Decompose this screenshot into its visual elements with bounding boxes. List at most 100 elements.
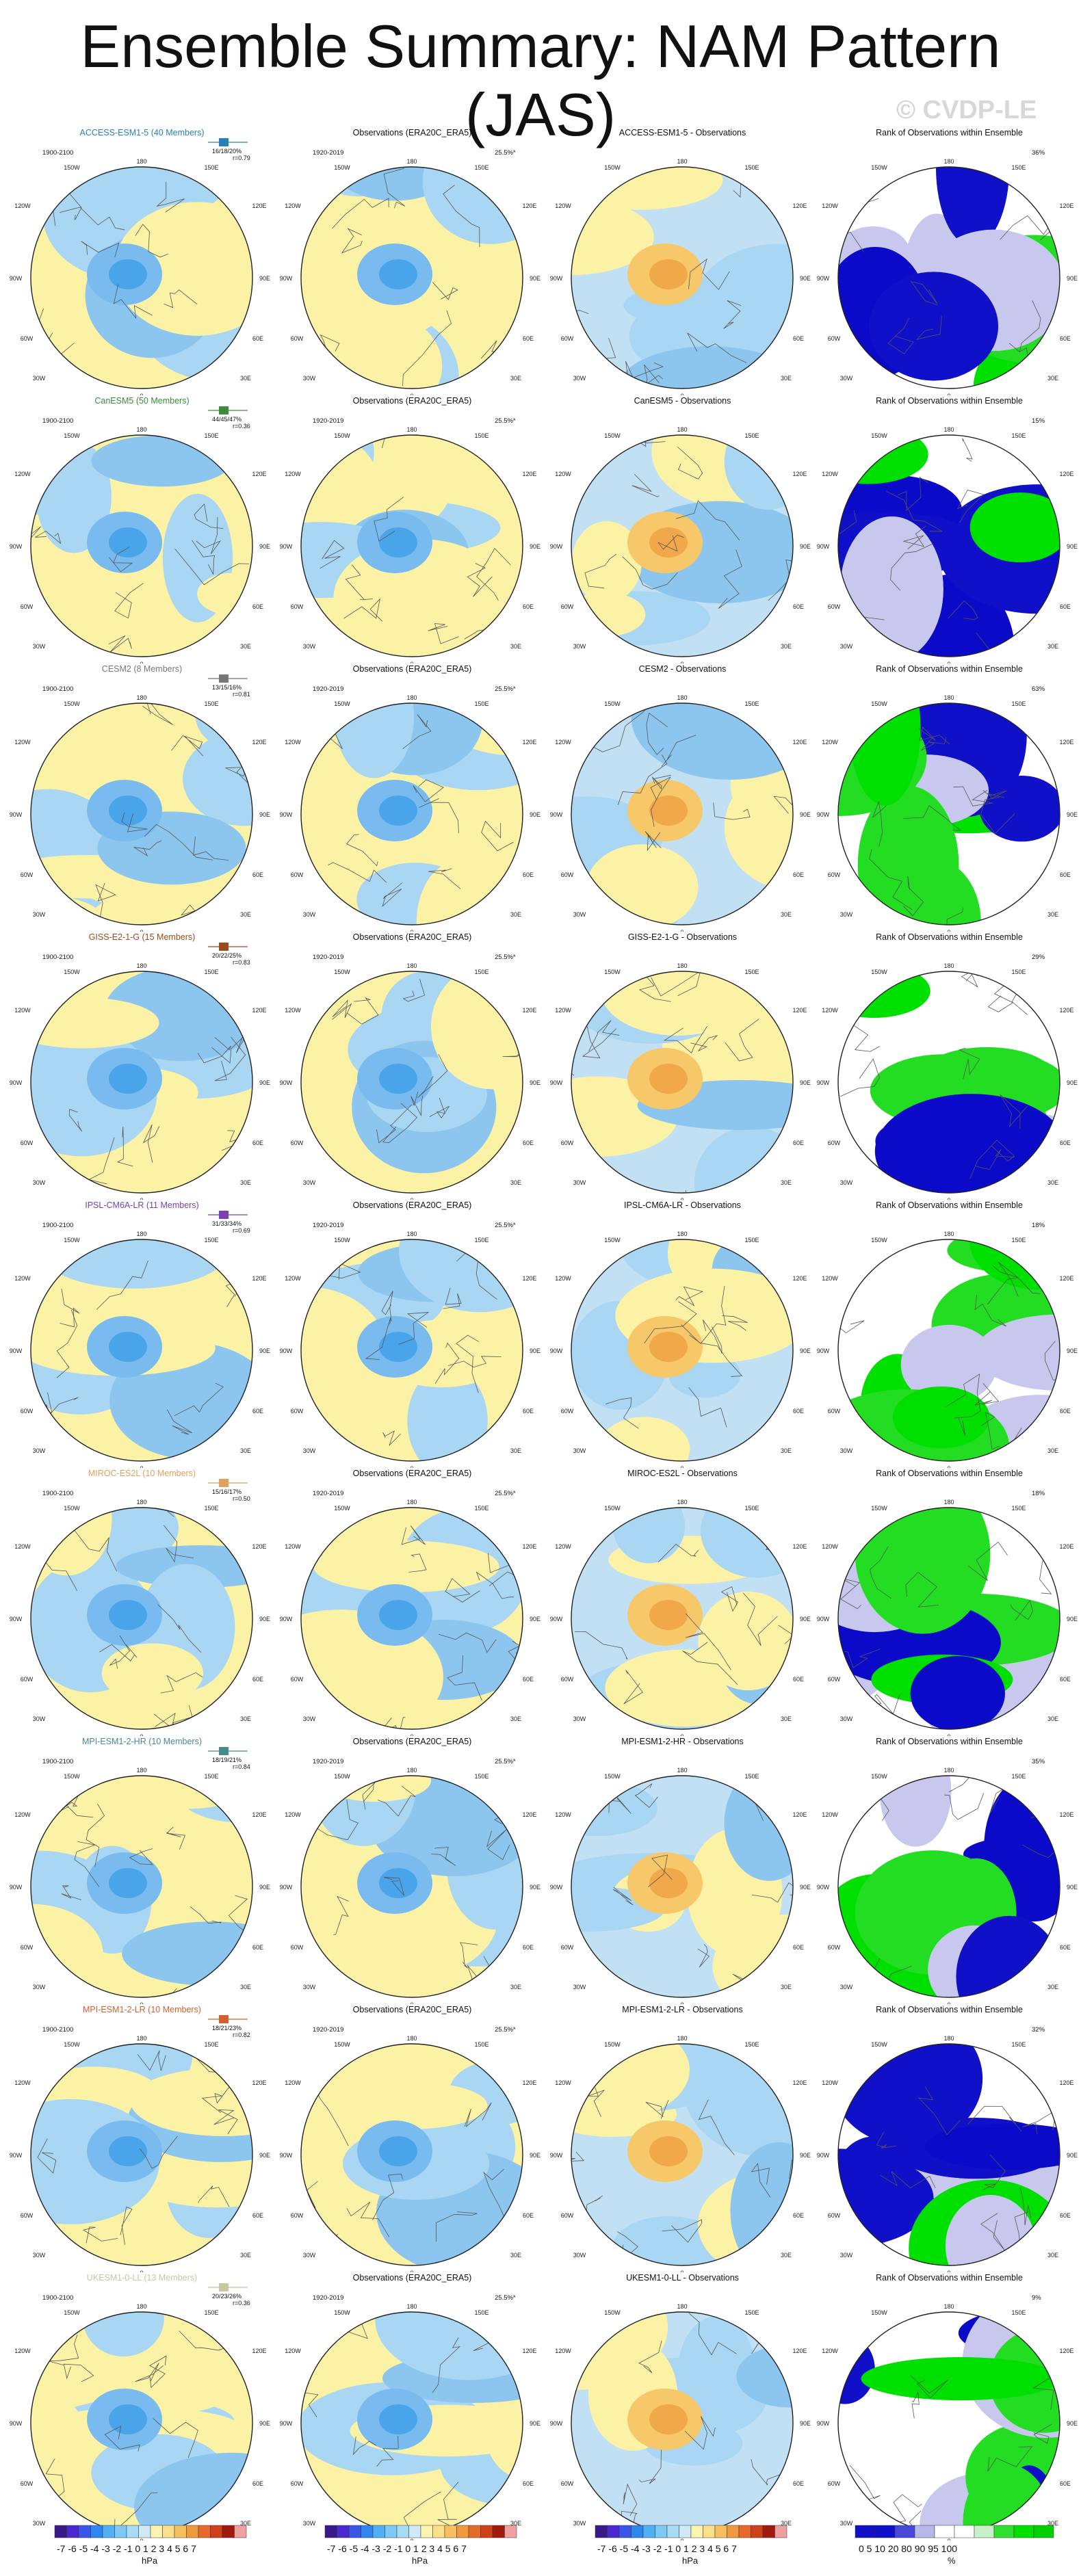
longitude-label: 30E — [240, 1984, 251, 1990]
center-anomaly-core — [379, 1332, 417, 1362]
coastline — [1044, 1341, 1060, 1402]
coastline — [31, 1418, 34, 1461]
coastline — [31, 519, 42, 551]
longitude-label: 120W — [822, 739, 838, 746]
coastline — [346, 834, 378, 867]
colorbar-swatch — [492, 2525, 505, 2538]
longitude-label: 30E — [510, 375, 521, 382]
watermark: © CVDP-LE — [896, 96, 1037, 124]
coastline — [987, 983, 1014, 1012]
longitude-label: 30E — [781, 1447, 792, 1454]
rank-percent: 36% — [1032, 149, 1045, 157]
coastline — [847, 1508, 874, 1544]
coastline — [312, 1799, 359, 1841]
minibox-plot — [208, 406, 248, 415]
coastline — [982, 790, 1007, 799]
panel-title: Rank of Observations within Ensemble — [876, 1469, 1023, 1478]
colorbar-swatch — [78, 2525, 91, 2538]
panel-title: Observations (ERA20C_ERA5) — [352, 2005, 472, 2014]
longitude-label: 150E — [744, 1773, 759, 1780]
coastline — [1033, 2423, 1052, 2444]
coastline — [687, 332, 747, 363]
longitude-label: 0 — [680, 2270, 683, 2272]
colorbar-swatch — [138, 2525, 151, 2538]
polar-map: 180 0 120W 120E 90W 90E 30W 30E 150W 150E 60W 60E — [10, 1499, 270, 1736]
coastline — [438, 1632, 497, 1653]
polar-map: 180 0 120W 120E 90W 90E 30W 30E 150W 150E 60W 60E — [550, 1767, 811, 2004]
longitude-label: 120E — [1059, 1275, 1073, 1282]
coastline — [890, 543, 933, 591]
colorbar-swatch — [666, 2525, 679, 2538]
colorbar-swatch — [642, 2525, 655, 2538]
longitude-label: 60E — [252, 1140, 263, 1146]
longitude-label: 150W — [871, 432, 887, 439]
longitude-label: 120W — [822, 2348, 838, 2354]
panel-title: Observations (ERA20C_ERA5) — [352, 2273, 472, 2283]
explained-variance: 25.5%* — [495, 1490, 516, 1497]
coastline — [1024, 1988, 1058, 1997]
rank-panel: 180 0 120W 120E 90W 90E 30W 30E 150W 150E 60W 60E Ra… — [814, 2004, 1081, 2272]
coastline — [196, 517, 222, 555]
longitude-label: 120W — [555, 1275, 571, 1282]
longitude-label: 90E — [800, 1616, 811, 1622]
map-boundary — [837, 971, 1060, 1194]
coastline — [86, 1803, 105, 1867]
longitude-label: 30E — [510, 911, 521, 918]
longitude-label: 30E — [781, 1716, 792, 1722]
map-boundary — [30, 434, 253, 657]
longitude-label: 60W — [561, 871, 574, 878]
field-region — [601, 971, 755, 1036]
coastline — [211, 1032, 248, 1064]
coastline — [1010, 1599, 1034, 1621]
longitude-label: 30E — [240, 1447, 251, 1454]
coastline — [142, 1124, 160, 1163]
longitude-label: 30W — [840, 643, 853, 650]
longitude-label: 30W — [33, 2520, 46, 2527]
coastline — [381, 1291, 393, 1322]
polar-map: 180 0 120W 120E 90W 90E 30W 30E 150W 150E 60W 60E — [10, 2303, 270, 2540]
coastline — [346, 2201, 390, 2237]
coastline — [502, 1043, 523, 1057]
colorbar-swatch — [934, 2525, 955, 2538]
coastline — [320, 540, 345, 569]
longitude-label: 150W — [334, 700, 350, 707]
coastline — [460, 1942, 478, 1969]
coastline — [81, 241, 120, 258]
coastline — [377, 1785, 416, 1817]
coastline — [372, 2173, 403, 2220]
polar-map: 180 0 120W 120E 90W 90E 30W 30E 150W 150E 60W 60E — [10, 962, 270, 1200]
longitude-label: 150W — [604, 1505, 621, 1512]
coastline — [588, 2315, 605, 2347]
colorbar-swatch — [774, 2525, 787, 2538]
coastline — [571, 172, 579, 192]
map-boundary — [300, 2043, 523, 2266]
longitude-label: 60W — [828, 1140, 841, 1146]
coastline — [723, 300, 742, 329]
longitude-label: 90E — [1067, 543, 1078, 550]
coastline — [352, 2436, 377, 2456]
diff-panel: 180 0 120W 120E 90W 90E 30W 30E 150W 150E 60W 60E GI… — [547, 932, 818, 1200]
center-anomaly-core — [649, 527, 688, 557]
coastline — [887, 318, 914, 354]
coastline — [383, 168, 406, 209]
field-region — [131, 2067, 252, 2136]
longitude-label: 150E — [1011, 1773, 1026, 1780]
coastline — [980, 796, 1015, 834]
longitude-label: 0 — [947, 1197, 950, 1200]
minibox-plot — [208, 674, 248, 683]
longitude-label: 180 — [136, 1231, 146, 1237]
panel-title: Observations (ERA20C_ERA5) — [352, 396, 472, 406]
polar-map: 180 0 120W 120E 90W 90E 30W 30E 150W 150E 60W 60E — [817, 962, 1078, 1200]
longitude-label: 120W — [555, 739, 571, 746]
polar-map: 180 0 120W 120E 90W 90E 30W 30E 150W 150E 60W 60E — [10, 694, 270, 932]
obs-panel: 180 0 120W 120E 90W 90E 30W 30E 150W 150E 60W 60E Ob… — [277, 1736, 547, 2004]
longitude-label: 150W — [604, 1237, 621, 1244]
coastline — [582, 1190, 608, 1193]
polar-map: 180 0 120W 120E 90W 90E 30W 30E 150W 150E 60W 60E — [10, 2035, 270, 2272]
coastline — [328, 862, 387, 883]
longitude-label: 90W — [550, 1079, 563, 1086]
longitude-label: 90W — [550, 275, 563, 282]
longitude-label: 60W — [21, 603, 34, 610]
rank-region — [945, 2194, 1037, 2265]
coastline — [646, 712, 668, 755]
